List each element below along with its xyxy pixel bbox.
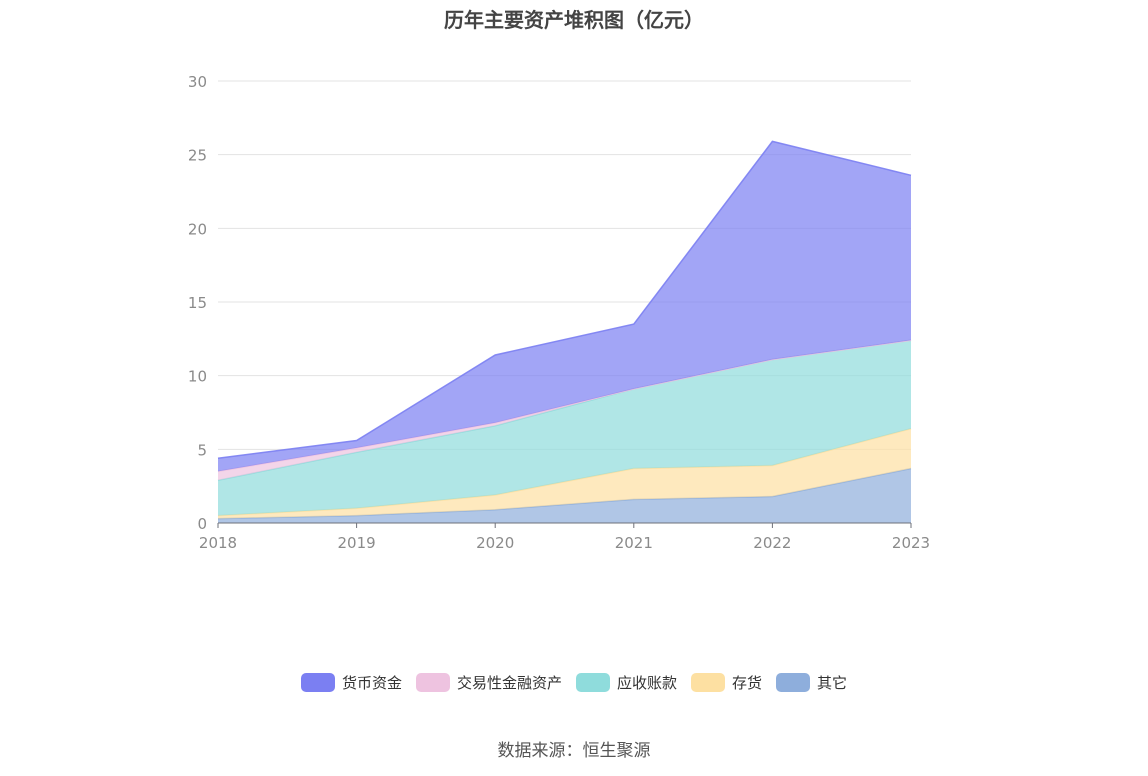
legend-item[interactable]: 应收账款 <box>575 672 677 693</box>
legend-swatch <box>691 673 725 692</box>
legend-swatch <box>575 673 610 692</box>
x-tick-label: 2020 <box>476 534 514 552</box>
area-edge-4 <box>217 140 912 459</box>
legend-item[interactable]: 其它 <box>776 672 847 693</box>
area-1 <box>218 428 911 519</box>
x-tick-label: 2022 <box>753 534 791 552</box>
legend-swatch <box>776 673 811 692</box>
data-source-note: 数据来源：恒生聚源 <box>497 741 651 761</box>
legend-label: 应收账款 <box>616 674 677 692</box>
y-tick-label: 15 <box>188 294 207 312</box>
legend-label: 存货 <box>732 674 763 692</box>
area-0 <box>218 468 911 523</box>
legend-label: 其它 <box>817 674 848 692</box>
area-4 <box>218 141 911 472</box>
area-3 <box>218 340 911 481</box>
x-tick-label: 2018 <box>199 534 237 552</box>
x-tick-label: 2021 <box>615 534 653 552</box>
legend: 货币资金 交易性金融资产 应收账款 存货 其它 <box>0 672 1148 693</box>
y-tick-label: 5 <box>197 441 207 459</box>
chart-title: 历年主要资产堆积图（亿元） <box>444 8 704 32</box>
y-tick-label: 0 <box>197 515 207 533</box>
legend-label: 交易性金融资产 <box>456 674 562 692</box>
y-tick-label: 25 <box>188 147 207 165</box>
y-tick-label: 10 <box>188 368 207 386</box>
legend-item[interactable]: 存货 <box>691 672 762 693</box>
legend-item[interactable]: 货币资金 <box>300 672 402 693</box>
area-series <box>217 140 912 523</box>
y-tick-label: 20 <box>188 220 207 238</box>
legend-swatch <box>415 673 450 692</box>
axes: 0 5 10 15 20 25 30 2018 2019 2020 2021 2022 2023 <box>188 73 930 552</box>
x-tick-label: 2019 <box>338 534 376 552</box>
y-tick-label: 30 <box>188 73 207 91</box>
x-tick-label: 2023 <box>892 534 930 552</box>
legend-label: 货币资金 <box>341 674 402 692</box>
legend-swatch <box>300 673 335 692</box>
chart-plot: 0 5 10 15 20 25 30 2018 2019 2020 2021 2022 2023 <box>188 73 930 552</box>
legend-item[interactable]: 交易性金融资产 <box>415 672 562 693</box>
area-2 <box>218 340 911 516</box>
